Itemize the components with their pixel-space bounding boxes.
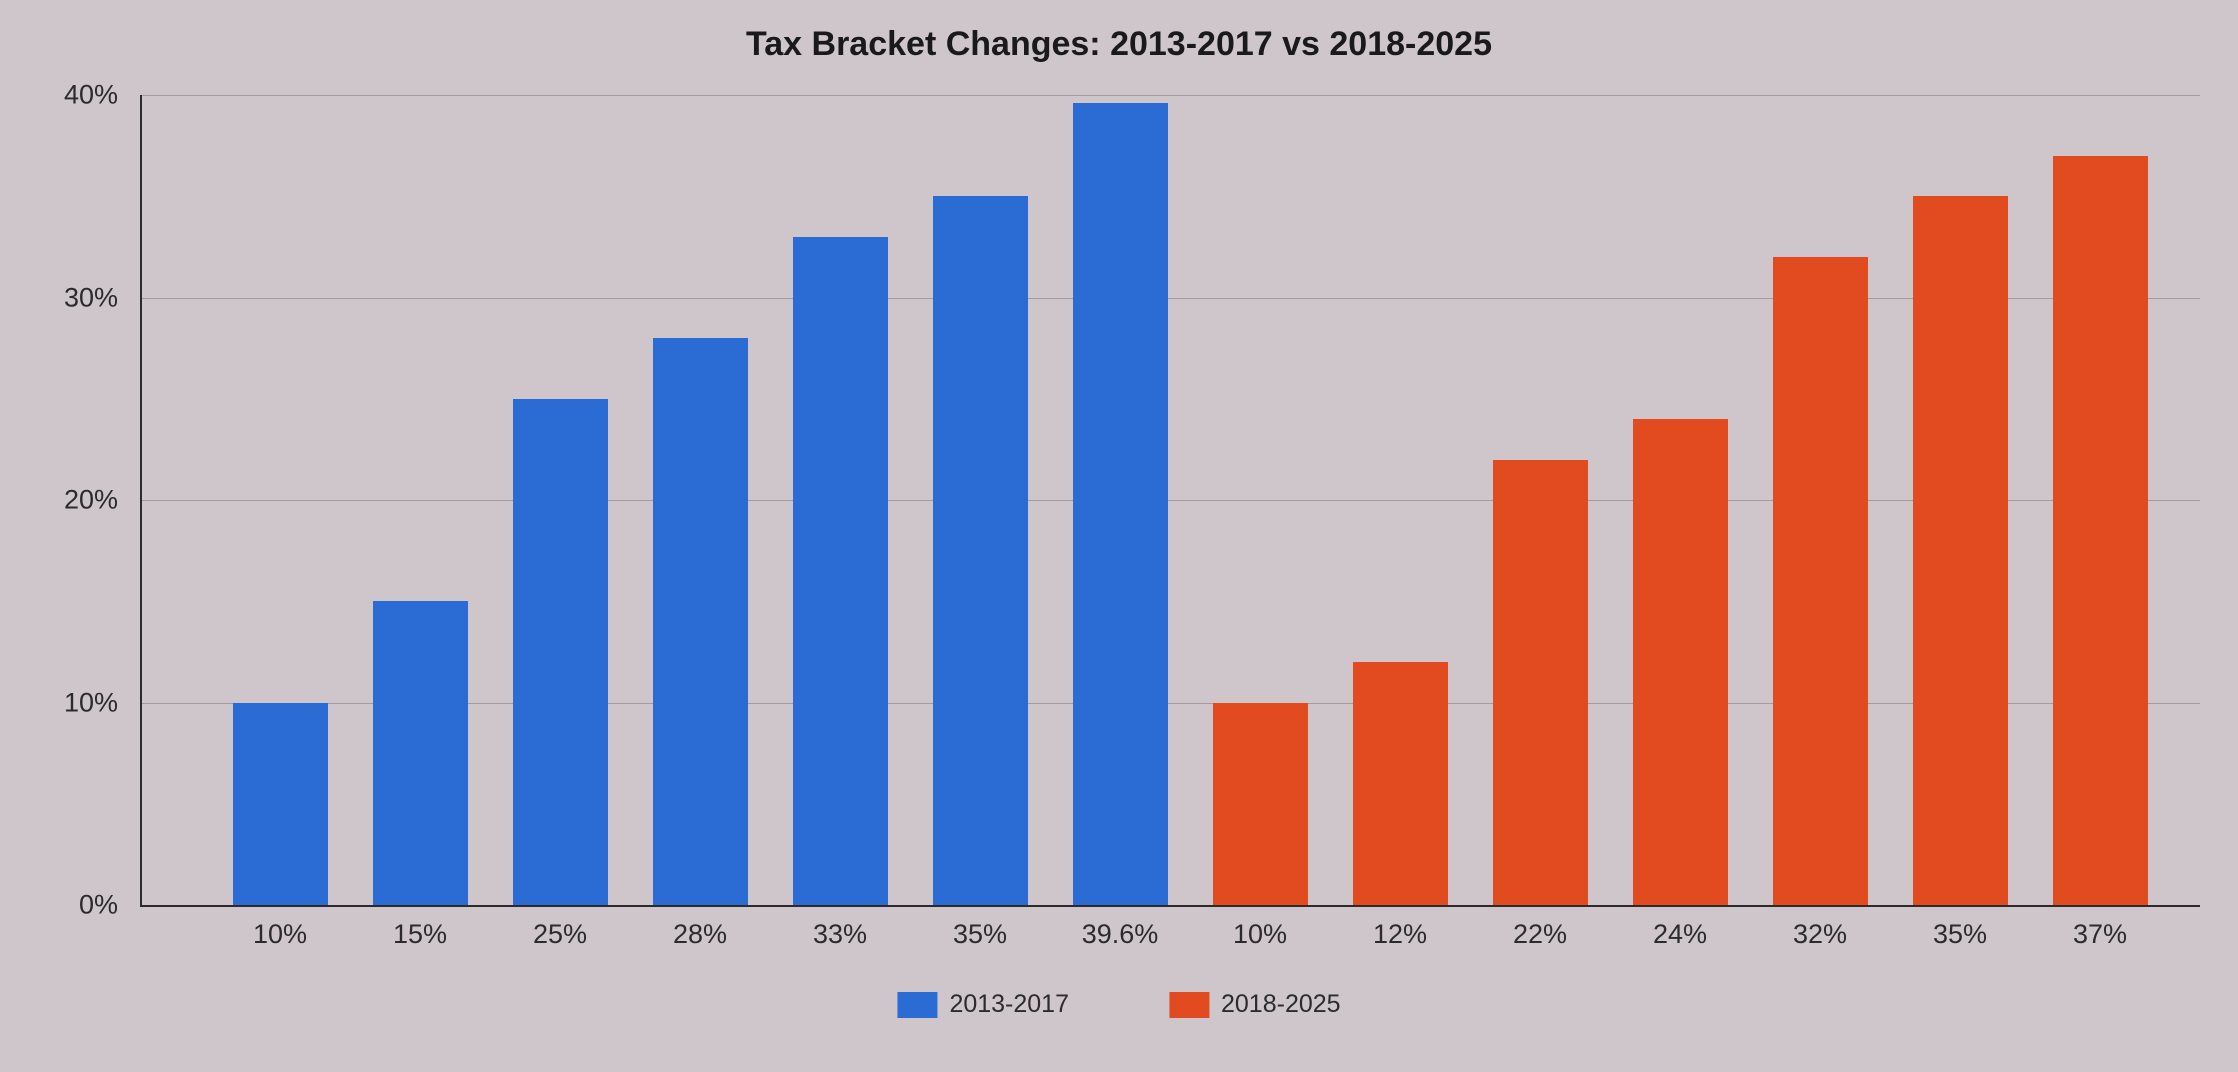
y-tick-label: 0% (0, 890, 118, 921)
bar (1213, 703, 1308, 906)
y-tick-label: 30% (0, 282, 118, 313)
grid-line (140, 95, 2200, 96)
bar (793, 237, 888, 905)
legend: 2013-2017 2018-2025 (897, 990, 1340, 1019)
x-tick-label: 39.6% (1082, 919, 1159, 950)
bar (933, 196, 1028, 905)
legend-swatch-b (1169, 992, 1209, 1018)
bar (1633, 419, 1728, 905)
legend-item-b: 2018-2025 (1169, 990, 1341, 1019)
plot-area (140, 95, 2200, 905)
x-tick-label: 35% (953, 919, 1007, 950)
x-tick-label: 33% (813, 919, 867, 950)
bar (233, 703, 328, 906)
x-tick-label: 12% (1373, 919, 1427, 950)
legend-item-a: 2013-2017 (897, 990, 1069, 1019)
x-tick-label: 35% (1933, 919, 1987, 950)
legend-swatch-a (897, 992, 937, 1018)
bar (1353, 662, 1448, 905)
x-tick-label: 24% (1653, 919, 1707, 950)
grid-line (140, 500, 2200, 501)
x-tick-label: 37% (2073, 919, 2127, 950)
legend-label-a: 2013-2017 (949, 990, 1069, 1019)
y-tick-label: 40% (0, 80, 118, 111)
grid-line (140, 298, 2200, 299)
x-tick-label: 22% (1513, 919, 1567, 950)
bar (1773, 257, 1868, 905)
x-tick-label: 15% (393, 919, 447, 950)
y-axis (140, 95, 142, 905)
bar (1493, 460, 1588, 906)
tax-bracket-chart: Tax Bracket Changes: 2013-2017 vs 2018-2… (0, 0, 2238, 1072)
bar (2053, 156, 2148, 905)
legend-label-b: 2018-2025 (1221, 990, 1341, 1019)
y-tick-label: 20% (0, 485, 118, 516)
x-tick-label: 10% (1233, 919, 1287, 950)
bar (653, 338, 748, 905)
bar (513, 399, 608, 905)
y-tick-label: 10% (0, 687, 118, 718)
bar (373, 601, 468, 905)
bar (1913, 196, 2008, 905)
bar (1073, 103, 1168, 905)
chart-title: Tax Bracket Changes: 2013-2017 vs 2018-2… (0, 25, 2238, 64)
x-tick-label: 32% (1793, 919, 1847, 950)
x-tick-label: 28% (673, 919, 727, 950)
x-tick-label: 10% (253, 919, 307, 950)
x-tick-label: 25% (533, 919, 587, 950)
x-axis (140, 905, 2200, 907)
